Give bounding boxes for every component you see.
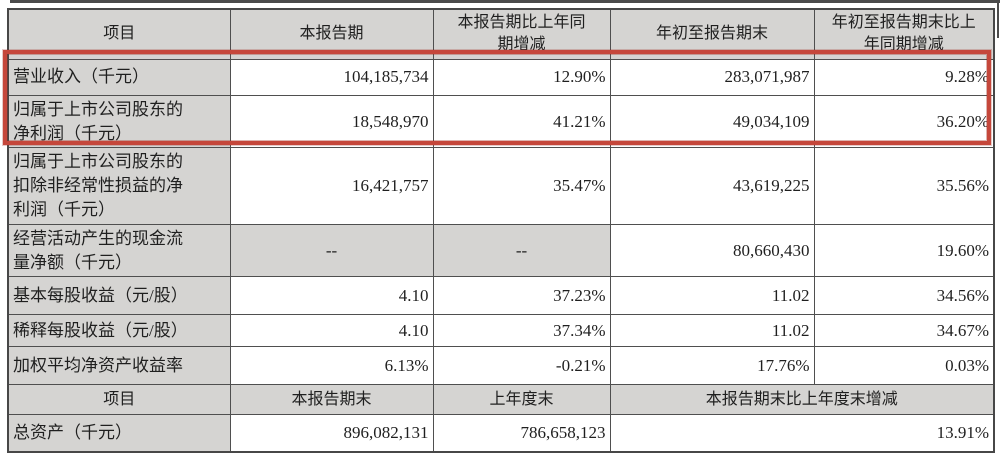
row-label: 基本每股收益（元/股） xyxy=(7,276,231,316)
value-cell: 283,071,987 xyxy=(609,58,815,96)
value-cell: 19.60% xyxy=(813,223,995,278)
value-cell: 4.10 xyxy=(229,314,434,348)
table-row-total-assets: 总资产（千元） 896,082,131 786,658,123 13.91% xyxy=(7,414,995,453)
value-cell: 786,658,123 xyxy=(432,414,611,453)
table-row-net-profit-excl-nonrecurring: 归属于上市公司股东的 扣除非经常性损益的净 利润（千元） 16,421,757 … xyxy=(7,147,995,225)
table-row-diluted-eps: 稀释每股收益（元/股） 4.10 37.34% 11.02 34.67% xyxy=(7,314,995,348)
table-row-operating-cash-flow: 经营活动产生的现金流 量净额（千元） -- -- 80,660,430 19.6… xyxy=(7,223,995,278)
header-current-period: 本报告期 xyxy=(229,8,434,60)
header-row: 项目 本报告期 本报告期比上年同 期增减 年初至报告期末 年初至报告期末比上 年… xyxy=(7,8,995,60)
value-cell: 37.34% xyxy=(432,314,611,348)
value-cell: 34.67% xyxy=(813,314,995,348)
value-cell: 80,660,430 xyxy=(609,223,815,278)
value-cell: 16,421,757 xyxy=(229,147,434,225)
row-label: 经营活动产生的现金流 量净额（千元） xyxy=(7,223,231,278)
value-cell: 35.47% xyxy=(432,147,611,225)
subheader-end-of-period: 本报告期末 xyxy=(229,384,434,416)
row-label: 总资产（千元） xyxy=(7,414,231,453)
value-cell: 0.03% xyxy=(813,346,995,386)
report-page: { "meta": { "highlight_color": "#c5473b"… xyxy=(3,0,1000,453)
subheader-row: 项目 本报告期末 上年度末 本报告期末比上年度末增减 xyxy=(7,384,995,416)
value-cell: 9.28% xyxy=(813,58,995,96)
header-ytd: 年初至报告期末 xyxy=(609,8,815,60)
header-ytd-yoy-change: 年初至报告期末比上 年同期增减 xyxy=(813,8,995,60)
value-cell: 34.56% xyxy=(813,276,995,316)
row-label: 归属于上市公司股东的 扣除非经常性损益的净 利润（千元） xyxy=(7,147,231,225)
value-cell: 49,034,109 xyxy=(609,94,815,149)
subheader-item: 项目 xyxy=(7,384,231,416)
value-cell: 43,619,225 xyxy=(609,147,815,225)
page-top-rule xyxy=(10,0,1000,3)
row-label: 归属于上市公司股东的 净利润（千元） xyxy=(7,94,231,149)
value-cell: 35.56% xyxy=(813,147,995,225)
value-cell: 37.23% xyxy=(432,276,611,316)
value-cell: 41.21% xyxy=(432,94,611,149)
table-row-weighted-avg-roe: 加权平均净资产收益率 6.13% -0.21% 17.76% 0.03% xyxy=(7,346,995,386)
value-cell: 11.02 xyxy=(609,314,815,348)
financial-results-table: 项目 本报告期 本报告期比上年同 期增减 年初至报告期末 年初至报告期末比上 年… xyxy=(7,8,995,453)
table-row-revenue: 营业收入（千元） 104,185,734 12.90% 283,071,987 … xyxy=(7,58,995,96)
value-cell: 36.20% xyxy=(813,94,995,149)
value-cell: 13.91% xyxy=(609,414,995,453)
subheader-change-vs-prior-year-end: 本报告期末比上年度末增减 xyxy=(609,384,995,416)
value-cell: 6.13% xyxy=(229,346,434,386)
row-label: 营业收入（千元） xyxy=(7,58,231,96)
value-cell: 104,185,734 xyxy=(229,58,434,96)
page-right-rule xyxy=(997,0,999,38)
value-cell-na: -- xyxy=(229,223,434,278)
value-cell: 4.10 xyxy=(229,276,434,316)
row-label: 加权平均净资产收益率 xyxy=(7,346,231,386)
value-cell: 12.90% xyxy=(432,58,611,96)
value-cell: 17.76% xyxy=(609,346,815,386)
value-cell-na: -- xyxy=(432,223,611,278)
table-row-net-profit: 归属于上市公司股东的 净利润（千元） 18,548,970 41.21% 49,… xyxy=(7,94,995,149)
header-item: 项目 xyxy=(7,8,231,60)
value-cell: -0.21% xyxy=(432,346,611,386)
table-row-basic-eps: 基本每股收益（元/股） 4.10 37.23% 11.02 34.56% xyxy=(7,276,995,316)
value-cell: 896,082,131 xyxy=(229,414,434,453)
header-current-period-yoy-change: 本报告期比上年同 期增减 xyxy=(432,8,611,60)
value-cell: 11.02 xyxy=(609,276,815,316)
subheader-end-of-prior-year: 上年度末 xyxy=(432,384,611,416)
value-cell: 18,548,970 xyxy=(229,94,434,149)
row-label: 稀释每股收益（元/股） xyxy=(7,314,231,348)
